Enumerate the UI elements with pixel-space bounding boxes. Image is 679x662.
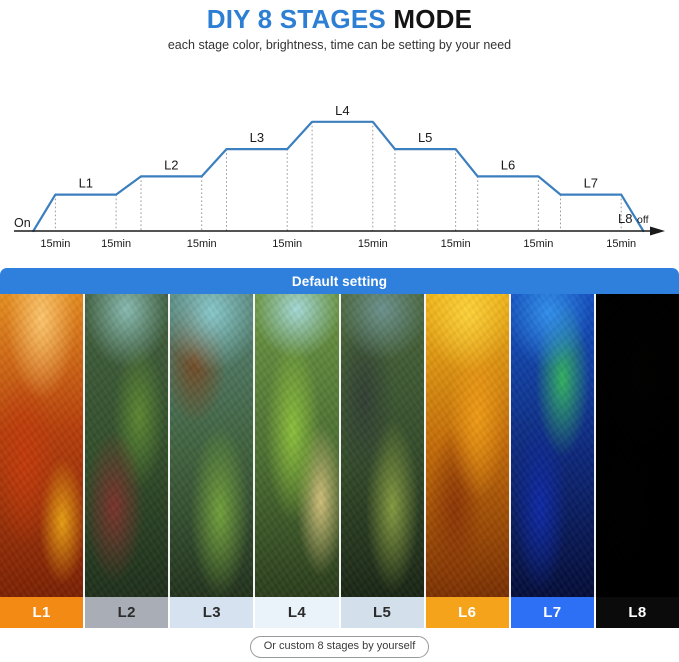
chart-interval-label: 15min [40,238,70,250]
chart-stage-label: L7 [584,176,598,191]
aquarium-panel-l1[interactable] [0,294,86,597]
stage-swatch-l4[interactable]: L4 [255,597,341,628]
chart-step-line [32,120,645,233]
chart-on-label: On [14,216,31,230]
stage-light-tint [425,294,509,597]
stage-swatch-l1[interactable]: L1 [0,597,86,628]
chart-interval-labels: 15min 15min 15min 15min 15min 15min 15min 15min [40,238,636,250]
page-title: DIY 8 STAGES MODE [0,4,679,34]
stage-swatch-l3[interactable]: L3 [170,597,256,628]
default-setting-label: Default setting [291,273,388,289]
aquarium-panel-l5[interactable] [340,294,426,597]
chart-x-axis [14,226,665,236]
chart-stage-label: L3 [250,130,264,145]
stage-brightness-dim [595,294,679,597]
stage-swatch-l7[interactable]: L7 [510,597,596,628]
stage-brightness-dim [85,294,169,597]
stage-light-tint [85,294,169,597]
aquarium-panel-l6[interactable] [425,294,511,597]
footer: Or custom 8 stages by yourself [0,636,679,658]
header: DIY 8 STAGES MODE each stage color, brig… [0,0,679,53]
chart-stage-label: L6 [501,157,515,172]
stage-swatch-l6[interactable]: L6 [425,597,511,628]
stage-swatch-l8[interactable]: L8 [595,597,679,628]
chart-stage-labels: L1 L2 L3 L4 L5 L6 L7 L8 [79,103,633,226]
page-subtitle: each stage color, brightness, time can b… [167,38,512,52]
chart-interval-label: 15min [272,238,302,250]
chart-stage-label: L8 [618,211,632,226]
aquarium-panel-l2[interactable] [85,294,171,597]
default-setting-header: Default setting [0,268,679,294]
chart-interval-label: 15min [606,238,636,250]
chart-off-label: off [637,214,649,226]
stage-light-tint [0,294,84,597]
stage-light-tint [510,294,594,597]
chart-guide-lines [54,121,622,231]
custom-stages-pill: Or custom 8 stages by yourself [249,636,430,658]
chart-stage-label: L1 [79,176,93,191]
aquarium-panel-l3[interactable] [170,294,256,597]
stage-swatch-l2[interactable]: L2 [85,597,171,628]
chart-stage-label: L5 [418,130,432,145]
chart-stage-label: L4 [335,103,349,118]
page-title-highlight: DIY 8 STAGES [206,4,386,34]
chart-interval-label: 15min [187,238,217,250]
chart-interval-label: 15min [358,238,388,250]
stage-brightness-dim [340,294,424,597]
chart-interval-label: 15min [441,238,471,250]
chart-interval-label: 15min [523,238,553,250]
aquarium-panel-l8[interactable] [595,294,679,597]
aquarium-panel-l7[interactable] [510,294,596,597]
aquarium-preview-strip [0,294,679,597]
stage-light-tint [170,294,254,597]
chart-stage-label: L2 [164,157,178,172]
stage-light-tint [255,294,339,597]
stage-timeline-chart: L1 L2 L3 L4 L5 L6 L7 L8 15min 15min 15min 15min 15m… [0,59,679,259]
stage-swatch-row: L1 L2 L3 L4 L5 L6 L7 L8 [0,597,679,628]
stage-light-tint [340,294,424,597]
page-title-suffix: MODE [393,4,473,34]
default-setting-card: Default setting L1 L2 L3 L4 L5 L6 L7 L8 [0,268,679,628]
stage-swatch-l5[interactable]: L5 [340,597,426,628]
chart-interval-label: 15min [101,238,131,250]
aquarium-panel-l4[interactable] [255,294,341,597]
